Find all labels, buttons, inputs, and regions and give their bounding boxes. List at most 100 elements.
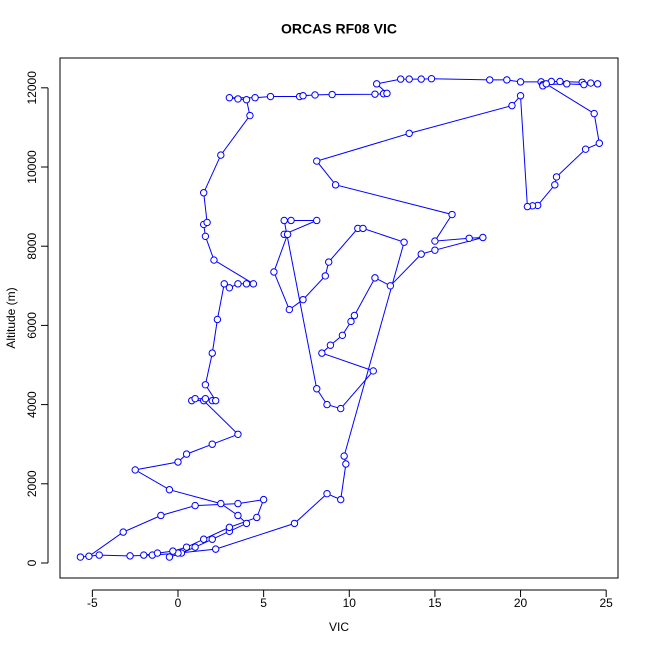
x-tick-label: 20 bbox=[514, 596, 528, 610]
data-point bbox=[552, 173, 561, 181]
data-point bbox=[313, 157, 321, 165]
data-point bbox=[191, 501, 199, 510]
data-point bbox=[234, 511, 242, 520]
data-point bbox=[299, 295, 307, 304]
data-point bbox=[448, 210, 456, 219]
data-point bbox=[208, 349, 216, 357]
data-point bbox=[225, 523, 234, 532]
y-tick-label: 6000 bbox=[25, 312, 39, 339]
data-point bbox=[208, 440, 216, 448]
data-point bbox=[234, 430, 242, 438]
data-point bbox=[76, 553, 85, 561]
data-point bbox=[405, 75, 413, 83]
data-point bbox=[400, 238, 408, 246]
x-tick-label: 15 bbox=[428, 596, 442, 610]
data-point bbox=[201, 381, 210, 389]
data-point bbox=[287, 216, 295, 225]
data-point bbox=[182, 543, 191, 551]
data-point bbox=[191, 394, 199, 403]
data-point bbox=[140, 551, 148, 559]
y-tick-label: 10000 bbox=[25, 150, 39, 184]
data-point bbox=[551, 181, 559, 189]
data-point bbox=[225, 284, 234, 292]
plot-box bbox=[59, 57, 619, 579]
data-point bbox=[563, 80, 571, 88]
data-point bbox=[396, 75, 405, 83]
y-axis-label: Altitude (m) bbox=[4, 287, 18, 348]
data-point bbox=[486, 76, 494, 84]
data-point bbox=[371, 274, 379, 282]
data-point bbox=[580, 80, 588, 89]
data-point bbox=[350, 311, 359, 320]
data-point bbox=[503, 76, 511, 84]
data-point bbox=[234, 499, 242, 508]
data-point bbox=[246, 111, 254, 120]
data-point bbox=[299, 92, 307, 100]
data-point bbox=[313, 385, 321, 393]
data-point bbox=[427, 75, 436, 83]
data-point bbox=[556, 77, 564, 86]
x-axis-label: VIC bbox=[329, 620, 349, 634]
data-point bbox=[417, 250, 425, 258]
data-point bbox=[253, 513, 261, 522]
data-point bbox=[359, 224, 367, 233]
x-tick-label: 0 bbox=[175, 596, 182, 610]
data-point bbox=[126, 552, 134, 560]
data-point bbox=[157, 511, 165, 520]
data-point bbox=[342, 460, 350, 468]
data-point bbox=[318, 349, 326, 357]
data-point bbox=[182, 450, 191, 458]
data-point bbox=[220, 280, 228, 288]
data-point bbox=[119, 528, 127, 536]
data-point bbox=[131, 466, 139, 474]
data-point bbox=[153, 549, 162, 557]
data-point bbox=[371, 90, 379, 98]
data-point bbox=[208, 535, 216, 543]
data-point bbox=[326, 341, 335, 349]
x-tick-label: 10 bbox=[343, 596, 357, 610]
y-tick-label: 2000 bbox=[25, 470, 39, 497]
data-point bbox=[217, 499, 225, 508]
x-tick-label: 25 bbox=[600, 596, 614, 610]
data-point bbox=[431, 246, 439, 254]
data-point bbox=[595, 139, 604, 147]
data-point bbox=[347, 317, 355, 326]
data-point bbox=[213, 315, 222, 324]
data-point bbox=[242, 519, 251, 528]
data-point bbox=[234, 95, 242, 103]
data-point bbox=[199, 535, 208, 543]
data-point bbox=[431, 237, 439, 245]
data-point bbox=[249, 280, 258, 288]
data-point bbox=[323, 489, 331, 498]
data-point bbox=[593, 80, 602, 88]
data-point bbox=[325, 258, 333, 266]
y-tick-label: 12000 bbox=[25, 71, 39, 105]
data-point bbox=[313, 216, 321, 225]
data-point bbox=[590, 109, 598, 118]
data-point bbox=[386, 282, 395, 290]
chart-title: ORCAS RF08 VIC bbox=[281, 21, 397, 37]
data-point bbox=[337, 495, 345, 504]
data-point bbox=[242, 280, 251, 288]
data-point bbox=[251, 94, 259, 102]
data-point bbox=[290, 519, 299, 528]
data-point bbox=[479, 233, 487, 242]
data-point bbox=[270, 268, 278, 276]
data-point bbox=[259, 495, 268, 504]
data-point bbox=[85, 552, 93, 560]
data-point bbox=[516, 78, 525, 86]
data-point bbox=[234, 280, 242, 288]
data-point bbox=[328, 90, 336, 99]
x-tick-label: 5 bbox=[260, 596, 267, 610]
data-point bbox=[383, 89, 391, 98]
data-point bbox=[338, 331, 347, 340]
data-point bbox=[217, 151, 225, 159]
data-point bbox=[587, 79, 595, 87]
data-point bbox=[417, 75, 425, 83]
data-line bbox=[80, 78, 600, 558]
data-point bbox=[211, 396, 220, 405]
data-point bbox=[165, 553, 174, 561]
data-point bbox=[465, 234, 473, 242]
data-point bbox=[283, 230, 292, 239]
